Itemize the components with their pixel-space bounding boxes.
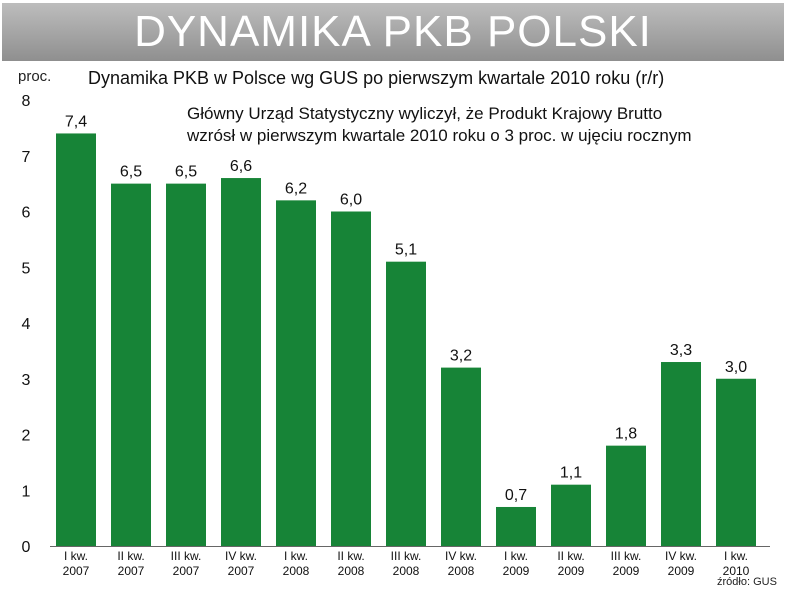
bar [441, 367, 481, 546]
x-tick-label: 2008 [338, 564, 365, 578]
x-tick-label: 2009 [503, 564, 530, 578]
bar [496, 506, 536, 546]
bar-value-label: 7,4 [65, 113, 87, 130]
bar [661, 362, 701, 546]
x-tick-label: 2009 [613, 564, 640, 578]
bar-value-label: 3,2 [450, 348, 472, 365]
y-tick-label: 5 [22, 260, 31, 277]
bar [386, 261, 426, 546]
x-tick-label: 2007 [118, 564, 145, 578]
y-axis-unit: proc. [18, 68, 52, 85]
bar [111, 183, 151, 546]
x-tick-label: 2008 [393, 564, 420, 578]
bar-value-label: 3,0 [725, 359, 747, 376]
x-tick-label: II kw. [117, 549, 144, 563]
source-note: źródło: GUS [717, 576, 777, 588]
x-tick-label: 2008 [283, 564, 310, 578]
bar-value-label: 3,3 [670, 342, 692, 359]
x-tick-label: IV kw. [665, 549, 697, 563]
banner-title: DYNAMIKA PKB POLSKI [2, 3, 784, 61]
x-tick-label: I kw. [724, 549, 748, 563]
annotation-line-1: Główny Urząd Statystyczny wyliczył, że P… [187, 104, 663, 123]
x-tick-label: 2009 [668, 564, 695, 578]
bar [56, 133, 96, 546]
x-tick-label: 2008 [448, 564, 475, 578]
y-tick-label: 4 [22, 316, 31, 333]
x-tick-label: II kw. [337, 549, 364, 563]
y-tick-label: 2 [22, 428, 31, 445]
x-tick-label: I kw. [284, 549, 308, 563]
bar-value-label: 0,7 [505, 487, 527, 504]
chart-subtitle: Dynamika PKB w Polsce wg GUS po pierwszy… [88, 68, 665, 88]
bar-value-label: 6,5 [175, 164, 197, 181]
annotation: Główny Urząd Statystyczny wyliczył, że P… [187, 103, 692, 147]
x-tick-label: III kw. [611, 549, 642, 563]
y-tick-label: 3 [22, 372, 31, 389]
y-tick-label: 7 [22, 149, 31, 166]
bar [331, 211, 371, 546]
y-tick-label: 0 [22, 539, 31, 556]
y-tick-label: 6 [22, 205, 31, 222]
x-tick-label: I kw. [504, 549, 528, 563]
x-tick-label: IV kw. [445, 549, 477, 563]
bar-value-label: 5,1 [395, 242, 417, 259]
x-tick-label: 2009 [558, 564, 585, 578]
annotation-line-2: wzrósł w pierwszym kwartale 2010 roku o … [187, 126, 692, 145]
bar [551, 484, 591, 546]
bar-value-label: 6,0 [340, 192, 362, 209]
y-tick-label: 8 [22, 93, 31, 110]
bar [221, 178, 261, 547]
bar-value-label: 1,1 [560, 465, 582, 482]
y-tick-label: 1 [22, 483, 31, 500]
bar-value-label: 6,6 [230, 158, 252, 175]
bar-value-label: 1,8 [615, 426, 637, 443]
bar [276, 200, 316, 546]
x-tick-label: III kw. [391, 549, 422, 563]
x-tick-label: I kw. [64, 549, 88, 563]
bar-value-label: 6,5 [120, 164, 142, 181]
x-tick-label: 2007 [63, 564, 90, 578]
bar [166, 183, 206, 546]
x-tick-label: 2007 [173, 564, 200, 578]
bar [716, 378, 756, 546]
x-tick-label: 2007 [228, 564, 255, 578]
x-tick-label: II kw. [557, 549, 584, 563]
bar-value-label: 6,2 [285, 180, 307, 197]
bar [606, 445, 646, 546]
x-tick-label: 2010 [723, 564, 750, 578]
x-tick-label: III kw. [171, 549, 202, 563]
x-tick-label: IV kw. [225, 549, 257, 563]
